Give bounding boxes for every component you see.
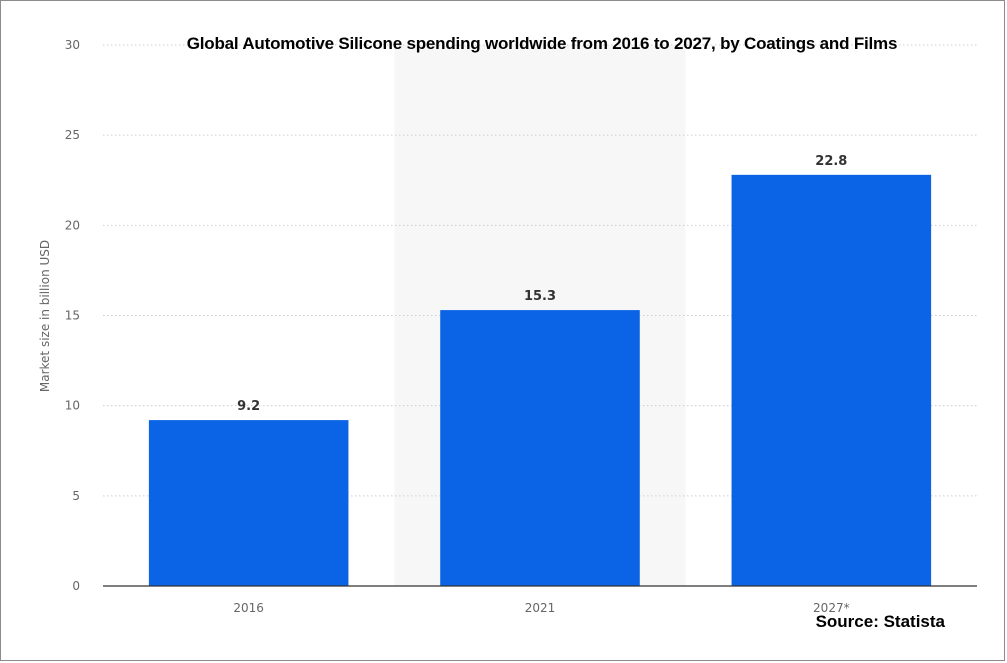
data-label: 22.8 xyxy=(815,154,847,169)
x-tick-label: 2016 xyxy=(233,601,264,615)
y-tick-labels: 0 5 10 15 20 25 30 xyxy=(65,38,80,593)
x-tick-labels: 2016 2021 2027* xyxy=(233,601,849,615)
y-tick-label: 15 xyxy=(65,309,80,323)
bars xyxy=(148,174,932,586)
x-tick-label: 2027* xyxy=(813,601,850,615)
y-axis-title: Market size in billion USD xyxy=(38,240,52,392)
y-tick-label: 25 xyxy=(65,128,80,142)
bar xyxy=(148,420,349,586)
y-tick-label: 20 xyxy=(65,218,80,232)
source-label: Source: Statista xyxy=(815,612,945,631)
chart-title: Global Automotive Silicone spending worl… xyxy=(186,34,898,53)
data-labels: 9.2 15.3 22.8 xyxy=(237,154,847,414)
y-tick-label: 0 xyxy=(72,579,80,593)
y-tick-label: 5 xyxy=(72,489,80,503)
x-tick-label: 2021 xyxy=(525,601,556,615)
data-label: 9.2 xyxy=(237,399,260,414)
y-tick-label: 10 xyxy=(65,399,80,413)
data-label: 15.3 xyxy=(524,289,556,304)
bar xyxy=(731,174,932,586)
y-tick-label: 30 xyxy=(65,38,80,52)
bar xyxy=(440,310,640,586)
